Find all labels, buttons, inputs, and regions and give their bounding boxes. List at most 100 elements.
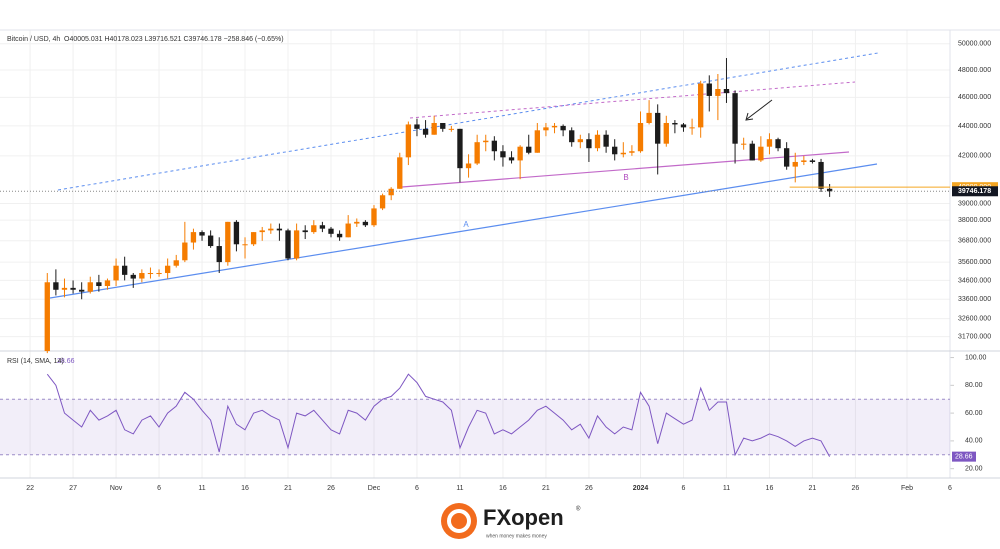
candle-body	[164, 265, 171, 274]
rsi-title: RSI (14, SMA, 14)	[7, 358, 64, 365]
candle-body	[302, 230, 308, 233]
candle-body	[379, 195, 386, 209]
candle-body	[182, 242, 188, 261]
annotation: B	[623, 173, 628, 182]
candle-body	[139, 273, 145, 279]
candle-body	[698, 83, 704, 128]
candle-body	[336, 233, 343, 238]
candle-body	[663, 122, 669, 144]
candle-body	[826, 188, 833, 192]
y-tick-label: 60.00	[965, 410, 983, 417]
candle-body	[79, 289, 85, 292]
candle-body	[706, 83, 712, 96]
candle-body	[44, 282, 50, 352]
ohlc-header: O40005.031 H40178.023 L39716.521 C39746.…	[64, 36, 284, 43]
rsi-header-value: 28.66	[57, 358, 75, 365]
candle-body	[156, 273, 162, 275]
candle-body	[388, 188, 394, 196]
candle-body	[594, 134, 601, 149]
x-tick-label: Nov	[110, 485, 123, 492]
candle-body	[783, 148, 790, 167]
candles	[0, 58, 950, 354]
y-tick-label: 31700.000	[958, 334, 991, 341]
x-tick-label: 6	[415, 485, 419, 492]
x-tick-label: Feb	[901, 485, 913, 492]
x-tick-label: Dec	[368, 485, 381, 492]
labels: 50000.000 48000.000 46000.000 44000.000 4200…	[26, 41, 998, 492]
candle-body	[233, 221, 240, 245]
rsi-line	[46, 373, 831, 457]
candle-body	[61, 287, 68, 290]
candle-body	[569, 130, 575, 143]
x-tick-label: 21	[542, 485, 550, 492]
candle-body	[319, 225, 326, 229]
trendline-a	[49, 163, 878, 299]
brand: FXopen	[483, 505, 564, 530]
rsi-band	[0, 399, 950, 455]
candle-body	[758, 146, 764, 161]
tagline: when money makes money	[486, 533, 547, 539]
candle-body	[121, 265, 128, 275]
candle-body	[190, 232, 197, 243]
candle-body	[801, 160, 807, 162]
candle-body	[285, 230, 291, 259]
x-tick-label: 16	[241, 485, 249, 492]
candle-body	[147, 273, 154, 275]
candle-body	[405, 124, 412, 158]
rsi-last-box	[952, 451, 976, 462]
last-price-label: 39746.178	[958, 188, 991, 195]
y-tick-label: 48000.000	[958, 67, 991, 74]
candle-body	[474, 142, 480, 164]
x-tick-label: 6	[157, 485, 161, 492]
y-tick-label: 44000.000	[958, 123, 991, 130]
x-tick-label: 11	[198, 485, 205, 492]
candle-body	[422, 128, 429, 135]
x-tick-label: 27	[69, 485, 77, 492]
rsi-last-label: 28.66	[955, 453, 973, 460]
candle-body	[199, 232, 205, 236]
candle-body	[465, 163, 472, 169]
candle-body	[723, 89, 730, 94]
x-tick-label: 2024	[633, 485, 649, 492]
candle-body	[749, 143, 755, 161]
candle-body	[414, 124, 420, 129]
candle-body	[397, 157, 403, 189]
candle-body	[637, 122, 644, 152]
candle-body	[87, 282, 93, 292]
candle-body	[457, 128, 463, 169]
candle-body	[259, 230, 265, 233]
candle-body	[53, 282, 59, 290]
candle-body	[354, 221, 360, 224]
candle-body	[672, 122, 678, 125]
candle-body	[526, 146, 532, 153]
y-tick-label: 39000.000	[958, 200, 991, 207]
y-tick-label: 36800.000	[958, 238, 991, 245]
candle-body	[311, 225, 317, 233]
candle-body	[517, 146, 523, 161]
x-tick-label: 26	[327, 485, 335, 492]
y-tick-label: 46000.000	[958, 94, 991, 101]
candle-body	[508, 157, 515, 161]
candle-body	[216, 246, 222, 263]
candle-body	[655, 112, 661, 144]
x-tick-label: 22	[26, 485, 34, 492]
footer-logo: FXopen ® when money makes money	[441, 503, 581, 539]
candle-body	[586, 139, 592, 149]
candle-body	[629, 151, 635, 153]
candle-body	[560, 125, 566, 131]
candle-body	[225, 221, 231, 263]
arrow-head	[745, 112, 754, 121]
candle-body	[689, 127, 695, 129]
x-tick-label: 21	[284, 485, 292, 492]
candle-body	[293, 230, 300, 259]
y-tick-label: 80.00	[965, 382, 983, 389]
candle-body	[620, 152, 626, 155]
candle-body	[534, 130, 540, 153]
candle-body	[603, 134, 609, 147]
x-tick-label: 16	[499, 485, 507, 492]
candle-body	[207, 235, 214, 247]
x-tick-label: 11	[456, 485, 463, 492]
x-tick-label: 26	[585, 485, 593, 492]
channel-upper	[57, 52, 879, 191]
